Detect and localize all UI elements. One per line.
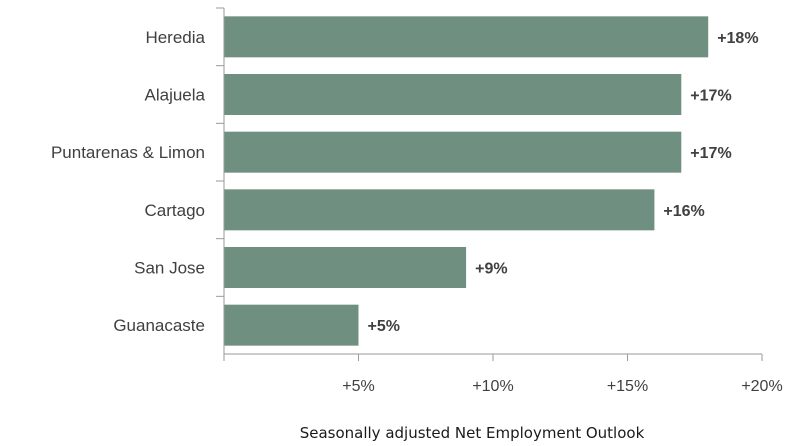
labels: Heredia +18% Alajuela +17% Puntarenas & Limo…	[51, 28, 783, 395]
category-label-guanacaste: Guanacaste	[113, 316, 205, 335]
bar-san-jose	[224, 247, 467, 288]
category-label-cartago: Cartago	[145, 201, 205, 220]
x-tick-label: +20%	[741, 378, 782, 395]
data-label-san-jose: +9%	[475, 261, 507, 278]
bars	[224, 16, 709, 346]
x-tick-label: +10%	[472, 378, 513, 395]
data-label-puntarenas-and-limon: +17%	[690, 145, 731, 162]
category-label-alajuela: Alajuela	[145, 86, 206, 105]
bar-cartago	[224, 189, 655, 231]
data-label-alajuela: +17%	[690, 88, 731, 105]
data-label-heredia: +18%	[717, 30, 758, 47]
bar-guanacaste	[224, 304, 359, 346]
bar-puntarenas-and-limon	[224, 131, 682, 173]
x-axis-title: Seasonally adjusted Net Employment Outlo…	[300, 424, 645, 442]
category-label-heredia: Heredia	[145, 28, 205, 47]
category-label-san-jose: San Jose	[134, 259, 205, 278]
data-label-guanacaste: +5%	[368, 318, 400, 335]
data-label-cartago: +16%	[663, 203, 704, 220]
bar-alajuela	[224, 74, 682, 115]
axes	[216, 7, 763, 361]
bar-heredia	[224, 16, 709, 58]
x-tick-label: +5%	[342, 378, 374, 395]
category-label-puntarenas-and-limon: Puntarenas & Limon	[51, 143, 205, 162]
x-tick-label: +15%	[607, 378, 648, 395]
